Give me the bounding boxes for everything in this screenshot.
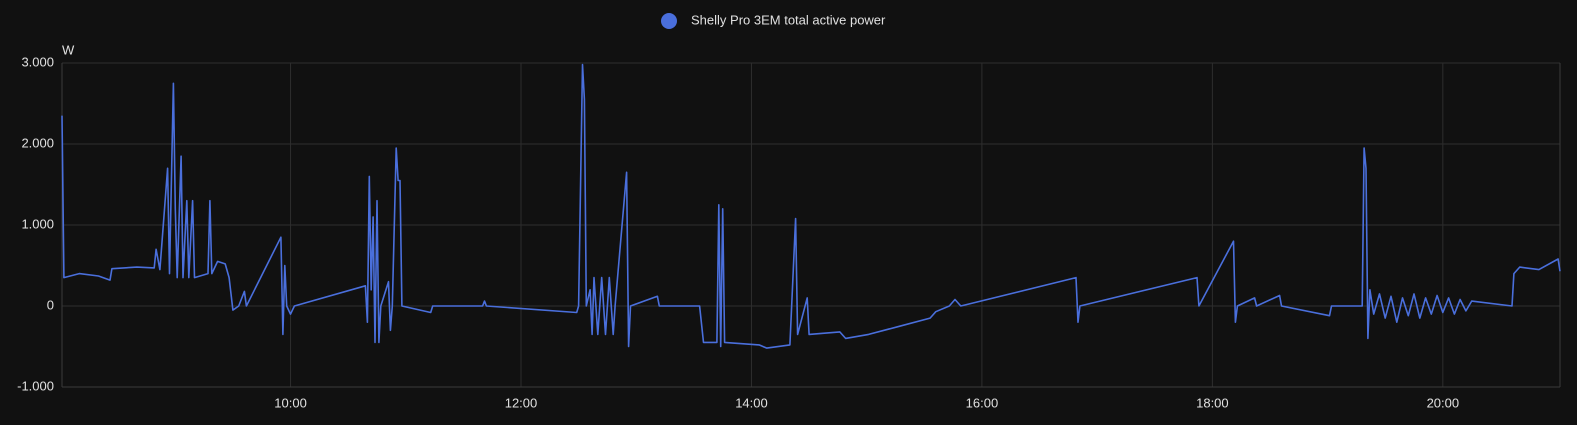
x-tick-label: 12:00: [505, 395, 538, 410]
x-tick-label: 16:00: [966, 395, 999, 410]
data-line: [61, 63, 1561, 349]
x-tick-label: 10:00: [274, 395, 307, 410]
legend-label[interactable]: Shelly Pro 3EM total active power: [691, 12, 886, 27]
x-tick-label: 18:00: [1196, 395, 1229, 410]
y-tick-label: -1.000: [17, 378, 54, 393]
legend-item[interactable]: Shelly Pro 3EM total active power: [661, 12, 886, 29]
y-tick-label: 0: [47, 297, 54, 312]
y-tick-label: 1.000: [21, 216, 54, 231]
y-tick-label: 2.000: [21, 135, 54, 150]
y-tick-label: 3.000: [21, 54, 54, 69]
x-tick-label: 14:00: [735, 395, 768, 410]
x-tick-label: 20:00: [1427, 395, 1460, 410]
legend-marker[interactable]: [661, 13, 677, 29]
y-axis-unit: W: [62, 42, 75, 57]
